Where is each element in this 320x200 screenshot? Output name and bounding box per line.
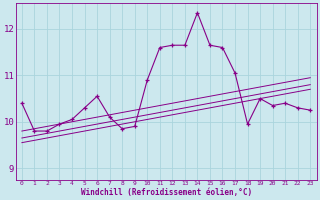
X-axis label: Windchill (Refroidissement éolien,°C): Windchill (Refroidissement éolien,°C) (81, 188, 252, 197)
